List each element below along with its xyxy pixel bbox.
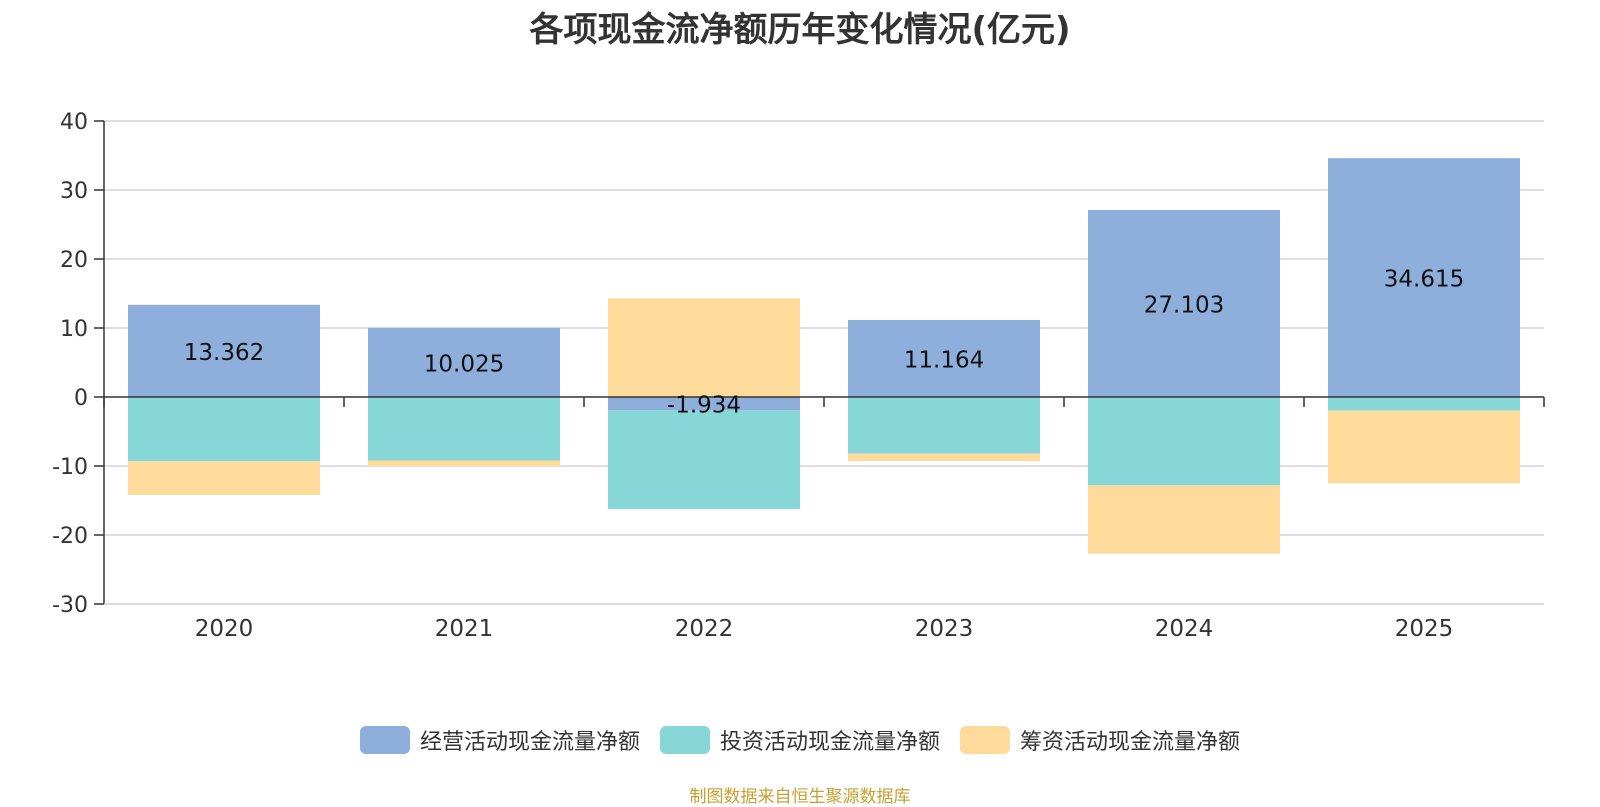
y-tick-label: 10 <box>60 317 88 342</box>
bar-financing-2023 <box>848 453 1040 462</box>
y-tick-label: -20 <box>52 524 88 549</box>
bar-investing-2020 <box>128 397 320 462</box>
y-tick-label: -10 <box>52 455 88 480</box>
bar-operating-2025 <box>1328 158 1520 397</box>
data-label: 34.615 <box>1384 267 1464 293</box>
data-label: 11.164 <box>904 347 984 373</box>
bar-operating-2024 <box>1088 209 1280 397</box>
bar-financing-2022 <box>608 298 800 397</box>
bar-operating-2021 <box>368 327 560 397</box>
legend-label: 经营活动现金流量净额 <box>419 730 640 755</box>
x-tick-label: 2025 <box>1395 616 1454 642</box>
axes: 40 30 20 10 0 -10 -20 -30 2020 2021 2022 2023 2024 20… <box>52 110 1545 642</box>
legend-swatch <box>659 726 710 754</box>
bar-financing-2021 <box>368 460 560 466</box>
legend-item-investing[interactable]: 投资活动现金流量净额 <box>659 724 940 756</box>
bar-financing-2020 <box>128 461 320 495</box>
bar-financing-2025 <box>1328 410 1520 484</box>
source-note: 制图数据来自恒生聚源数据库 <box>689 787 911 807</box>
x-tick-label: 2023 <box>915 616 974 642</box>
legend-label: 筹资活动现金流量净额 <box>1020 730 1241 755</box>
y-tick-label: 30 <box>60 179 88 204</box>
legend-item-operating[interactable]: 经营活动现金流量净额 <box>359 724 640 756</box>
x-tick-label: 2020 <box>195 616 254 642</box>
legend: 经营活动现金流量净额 投资活动现金流量净额 筹资活动现金流量净额 <box>0 724 1600 756</box>
data-label: 13.362 <box>184 340 264 366</box>
bar-operating-2023 <box>848 319 1040 397</box>
y-tick-label: 0 <box>74 386 88 411</box>
x-tick-label: 2022 <box>675 616 734 642</box>
legend-swatch <box>960 726 1010 754</box>
bar-investing-2024 <box>1088 397 1280 486</box>
bar-investing-2021 <box>368 397 560 461</box>
bar-investing-2023 <box>848 397 1040 454</box>
legend-label: 投资活动现金流量净额 <box>719 730 940 755</box>
bar-investing-2025 <box>1328 397 1520 411</box>
data-label: -1.934 <box>667 393 741 419</box>
y-tick-label: -30 <box>52 593 88 618</box>
data-label: 27.103 <box>1144 292 1224 318</box>
data-labels: 13.362 10.025 -1.934 11.164 27.103 34.615 <box>184 267 1464 419</box>
x-tick-label: 2021 <box>435 616 494 642</box>
y-tick-label: 20 <box>60 248 88 273</box>
chart-title: 各项现金流净额历年变化情况(亿元) <box>529 10 1071 50</box>
legend-item-financing[interactable]: 筹资活动现金流量净额 <box>960 724 1240 756</box>
bar-operating-2022 <box>608 397 800 411</box>
x-tick-label: 2024 <box>1155 616 1214 642</box>
bar-investing-2022 <box>608 410 800 510</box>
bar-operating-2020 <box>128 304 320 397</box>
data-label: 10.025 <box>424 351 504 377</box>
bars <box>128 158 1520 554</box>
legend-swatch <box>359 726 410 754</box>
bar-financing-2024 <box>1088 485 1280 554</box>
y-tick-label: 40 <box>60 110 88 135</box>
